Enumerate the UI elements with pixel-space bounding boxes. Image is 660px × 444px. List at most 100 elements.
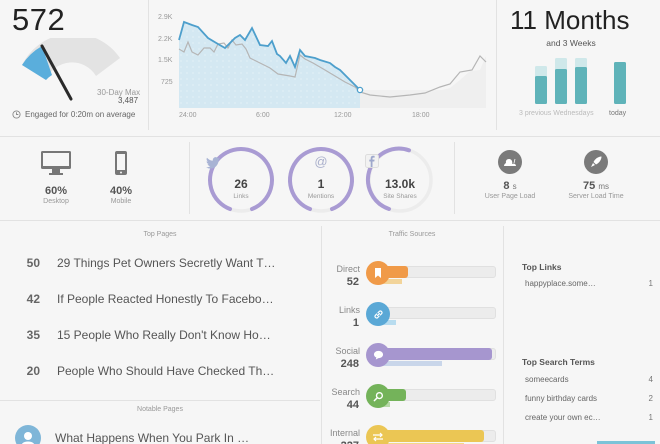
page-count: 50: [26, 256, 40, 270]
engaged-time: Engaged for 0:20m on average: [12, 110, 135, 119]
device-mobile: 40% Mobile: [91, 150, 151, 205]
source-value: 227: [341, 440, 359, 444]
source-name: Links: [338, 305, 360, 315]
divider: [189, 142, 190, 214]
x-tick: 18:00: [412, 112, 430, 119]
source-bubble: [366, 425, 390, 444]
top-page-item[interactable]: 20 People Who Should Have Checked Th…: [0, 353, 320, 389]
recency-panel: 11 Months and 3 Weeks 3 previous Wednesd…: [497, 0, 660, 130]
divider: [0, 220, 660, 221]
site-shares-label: Site Shares: [383, 193, 417, 200]
concurrents-panel: 572 30-Day Max 3,487 Engaged for 0:20m o…: [0, 0, 148, 130]
top-links-title: Top Links: [522, 262, 562, 272]
divider: [0, 136, 660, 137]
top-page-item[interactable]: 35 15 People Who Really Don't Know Ho…: [0, 317, 320, 353]
page-count: 35: [26, 328, 40, 342]
user-page-load: 8 s User Page Load: [465, 150, 555, 200]
notable-pages-title: Notable Pages: [137, 406, 183, 413]
source-bar-shadow: [380, 361, 442, 366]
page-count: 42: [26, 292, 40, 306]
search-term-label[interactable]: someecards: [525, 375, 569, 384]
desktop-value: 60%: [44, 185, 68, 197]
server-load-label: Server Load Time: [568, 193, 624, 200]
snail-icon: [504, 158, 516, 166]
page-title[interactable]: 29 Things Pet Owners Secretly Want T…: [57, 256, 276, 270]
search-icon: [373, 391, 383, 401]
traffic-row-search[interactable]: Search 44: [322, 383, 502, 423]
side-lists-panel: Top Links happyplace.some… 1 Top Search …: [505, 222, 660, 444]
top-link-item[interactable]: happyplace.some… 1: [525, 279, 653, 288]
traffic-row-social[interactable]: Social 248: [322, 342, 502, 382]
page-title[interactable]: 15 People Who Really Don't Know Ho…: [57, 328, 271, 342]
top-pages-title: Top Pages: [143, 231, 177, 238]
search-term-label[interactable]: create your own ec…: [525, 413, 601, 422]
traffic-row-internal[interactable]: Internal 227: [322, 424, 502, 444]
source-value: 1: [352, 317, 359, 329]
page-title[interactable]: If People Reacted Honestly To Facebo…: [57, 292, 274, 306]
twitter-icon: [206, 157, 220, 169]
desktop-icon: [41, 151, 71, 175]
recency-headline: 11 Months: [510, 5, 630, 35]
notable-page-item[interactable]: What Happens When You Park In …: [15, 425, 249, 444]
x-tick: 12:00: [334, 112, 352, 119]
facebook-icon: [365, 154, 379, 168]
social-mentions[interactable]: @ 1 Mentions: [286, 145, 356, 215]
search-term-item[interactable]: someecards 4: [525, 375, 653, 384]
mobile-value: 40%: [109, 185, 133, 197]
search-term-label[interactable]: funny birthday cards: [525, 394, 598, 403]
divider: [496, 0, 497, 130]
twitter-links-label: Links: [233, 193, 249, 200]
source-bar-fill: [368, 430, 484, 442]
avatar: [15, 425, 41, 444]
top-page-item[interactable]: 42 If People Reacted Honestly To Facebo…: [0, 281, 320, 317]
y-tick: 725: [161, 79, 173, 86]
scroll-indicator: [597, 441, 655, 444]
user-page-load-unit: s: [512, 182, 517, 191]
stats-row: 60% Desktop 40% Mobile 26 Links @ 1: [0, 138, 660, 220]
source-bar-shadow: [380, 320, 396, 325]
traffic-row-direct[interactable]: Direct 52: [322, 260, 502, 300]
source-bar-shadow: [380, 279, 402, 284]
clock-icon: [12, 110, 21, 119]
at-icon: @: [314, 154, 328, 169]
server-load-unit: ms: [598, 182, 609, 191]
notable-page-title[interactable]: What Happens When You Park In …: [55, 431, 250, 444]
x-tick: 6:00: [256, 112, 270, 119]
engaged-text: Engaged for 0:20m on average: [25, 110, 136, 119]
page-title[interactable]: People Who Should Have Checked Th…: [57, 364, 275, 378]
source-name: Search: [331, 387, 360, 397]
traffic-row-links[interactable]: Links 1: [322, 301, 502, 341]
social-twitter-links[interactable]: 26 Links: [206, 145, 276, 215]
mobile-icon: [115, 151, 127, 175]
source-name: Social: [335, 346, 360, 356]
top-page-item[interactable]: 50 29 Things Pet Owners Secretly Want T…: [0, 245, 320, 281]
person-icon: [21, 432, 35, 444]
today-label: today: [609, 110, 627, 117]
max-label: 30-Day Max: [97, 88, 141, 97]
recency-subline: and 3 Weeks: [546, 38, 596, 48]
twitter-links-value: 26: [234, 177, 248, 191]
arrows-icon: [373, 432, 383, 442]
search-term-item[interactable]: funny birthday cards 2: [525, 394, 653, 403]
y-tick: 2.2K: [158, 36, 173, 43]
concurrents-gauge: [22, 38, 120, 101]
divider: [321, 226, 322, 444]
social-facebook-shares[interactable]: 13.0k Site Shares: [365, 145, 435, 215]
top-link-count: 1: [648, 279, 653, 288]
user-page-load-value: 8: [503, 180, 510, 192]
source-bubble: [366, 384, 390, 408]
search-term-item[interactable]: create your own ec… 1: [525, 413, 653, 422]
previous-wednesdays-label: 3 previous Wednesdays: [519, 110, 594, 117]
recency-bars: [535, 58, 626, 104]
source-bubble: [366, 302, 390, 326]
top-link-label[interactable]: happyplace.some…: [525, 279, 596, 288]
visitors-trend-chart[interactable]: 2.9K 2.2K 1.5K 725 24:00 6:00 12:00 18:0…: [150, 0, 495, 130]
desktop-label: Desktop: [43, 198, 69, 205]
search-term-count: 4: [648, 375, 653, 384]
chat-bubble-icon: [373, 350, 383, 360]
traffic-sources-title: Traffic Sources: [388, 231, 436, 238]
divider: [0, 400, 320, 401]
source-bar-fill: [368, 348, 492, 360]
mentions-label: Mentions: [307, 193, 335, 200]
top-pages-panel: Top Pages 50 29 Things Pet Owners Secret…: [0, 222, 320, 400]
